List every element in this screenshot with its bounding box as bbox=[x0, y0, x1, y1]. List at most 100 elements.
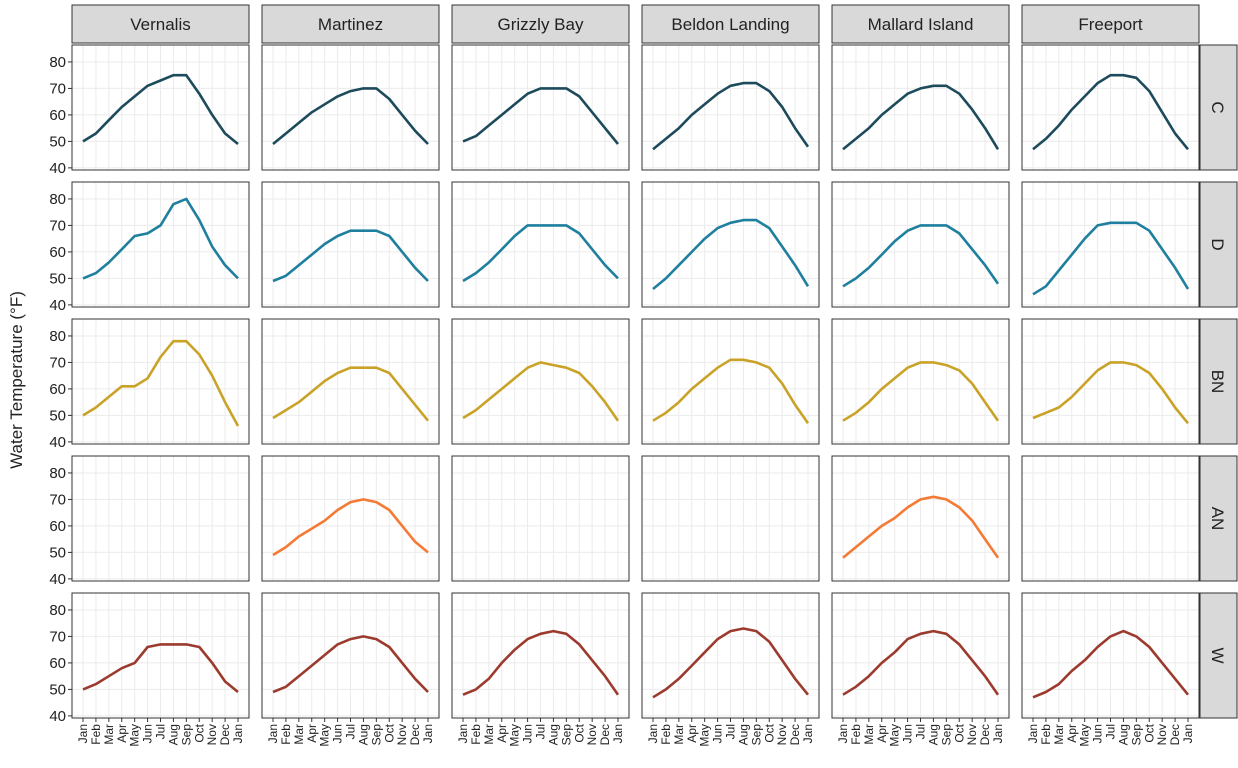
y-tick-label: 70 bbox=[49, 628, 66, 645]
x-tick-label: Feb bbox=[279, 724, 293, 745]
y-tick-label: 60 bbox=[49, 655, 66, 672]
column-strip bbox=[451, 4, 630, 44]
column-label: Freeport bbox=[1078, 15, 1143, 34]
x-tick-label: Sep bbox=[559, 724, 573, 746]
x-tick-label: Sep bbox=[939, 724, 953, 746]
x-tick-label: Aug bbox=[926, 724, 940, 745]
row-label: BN bbox=[1208, 370, 1227, 394]
x-tick-label: Dec bbox=[978, 724, 992, 745]
x-tick-label: Mar bbox=[292, 724, 306, 745]
y-tick-label: 70 bbox=[49, 80, 66, 97]
panel-border bbox=[451, 318, 630, 445]
x-tick-label: Jul bbox=[534, 724, 548, 739]
row-strip bbox=[1199, 318, 1238, 445]
panel-border bbox=[71, 455, 250, 582]
series-line bbox=[272, 87, 429, 146]
row-label: W bbox=[1208, 647, 1227, 663]
series-line bbox=[462, 629, 620, 696]
panel-border bbox=[641, 181, 820, 308]
x-tick-label: Jan bbox=[266, 724, 280, 743]
x-tick-label: Jan bbox=[611, 724, 625, 743]
panel-border bbox=[1021, 44, 1200, 171]
series-line bbox=[272, 229, 429, 283]
x-tick-label: Jan bbox=[801, 724, 815, 743]
x-tick-label: Oct bbox=[952, 723, 966, 742]
x-tick-label: Oct bbox=[1142, 723, 1156, 742]
x-tick-label: Jan bbox=[1026, 724, 1040, 743]
row-strip bbox=[1199, 592, 1238, 719]
row-strip bbox=[1199, 181, 1238, 308]
series-line bbox=[1032, 361, 1190, 425]
x-tick-label: Aug bbox=[736, 724, 750, 745]
series-line bbox=[842, 84, 1000, 151]
x-tick-label: Sep bbox=[179, 724, 193, 746]
series-line bbox=[1032, 73, 1190, 151]
panel-border bbox=[261, 181, 440, 308]
x-tick-label: Jan bbox=[991, 724, 1005, 743]
x-tick-label: Jul bbox=[914, 724, 928, 739]
x-tick-label: Aug bbox=[546, 724, 560, 745]
x-tick-label: Jun bbox=[711, 724, 725, 743]
x-tick-label: Jan bbox=[1181, 724, 1195, 743]
y-tick-label: 60 bbox=[49, 244, 66, 261]
panel-border bbox=[71, 181, 250, 308]
x-tick-label: May bbox=[128, 724, 142, 747]
x-tick-label: Jan bbox=[456, 724, 470, 743]
y-tick-label: 80 bbox=[49, 54, 66, 71]
series-line bbox=[462, 361, 620, 422]
column-strip bbox=[831, 4, 1010, 44]
y-tick-label: 80 bbox=[49, 328, 66, 345]
y-tick-label: 50 bbox=[49, 133, 66, 150]
x-tick-label: Jul bbox=[1104, 724, 1118, 739]
x-tick-label: Sep bbox=[1129, 724, 1143, 746]
row-strip bbox=[1199, 455, 1238, 582]
panel-border bbox=[451, 44, 630, 171]
x-tick-label: Mar bbox=[672, 724, 686, 745]
panel-border bbox=[261, 455, 440, 582]
x-tick-label: Nov bbox=[775, 724, 789, 745]
panel-border bbox=[1021, 181, 1200, 308]
series-line bbox=[1032, 221, 1190, 296]
series-line bbox=[462, 87, 620, 145]
series-line bbox=[272, 635, 429, 694]
x-tick-label: Sep bbox=[369, 724, 383, 746]
y-tick-label: 40 bbox=[49, 708, 66, 725]
x-tick-label: May bbox=[318, 724, 332, 747]
column-strip bbox=[261, 4, 440, 44]
row-label: AN bbox=[1208, 507, 1227, 531]
y-tick-label: 80 bbox=[49, 191, 66, 208]
panel-border bbox=[261, 44, 440, 171]
x-tick-label: Feb bbox=[89, 724, 103, 745]
x-tick-label: Aug bbox=[356, 724, 370, 745]
panel-border bbox=[641, 44, 820, 171]
x-tick-label: Oct bbox=[762, 723, 776, 742]
panel-border bbox=[71, 44, 250, 171]
series-line bbox=[272, 498, 429, 557]
series-line bbox=[842, 495, 1000, 559]
x-tick-label: Jun bbox=[331, 724, 345, 743]
y-tick-label: 60 bbox=[49, 381, 66, 398]
y-tick-label: 40 bbox=[49, 434, 66, 451]
y-tick-label: 50 bbox=[49, 407, 66, 424]
x-tick-label: Mar bbox=[1052, 724, 1066, 745]
column-label: Vernalis bbox=[130, 15, 190, 34]
column-label: Beldon Landing bbox=[671, 15, 789, 34]
x-tick-label: Jan bbox=[836, 724, 850, 743]
row-strip bbox=[1199, 44, 1238, 171]
y-tick-label: 60 bbox=[49, 107, 66, 124]
x-tick-label: May bbox=[1078, 724, 1092, 747]
x-tick-label: Feb bbox=[659, 724, 673, 745]
x-tick-label: Dec bbox=[1168, 724, 1182, 745]
x-tick-label: Aug bbox=[166, 724, 180, 745]
series-line bbox=[652, 81, 810, 151]
panel-border bbox=[71, 318, 250, 445]
x-tick-label: Aug bbox=[1116, 724, 1130, 745]
x-tick-label: Apr bbox=[1065, 724, 1079, 743]
x-tick-label: Dec bbox=[788, 724, 802, 745]
series-line bbox=[1032, 629, 1190, 699]
x-tick-label: Nov bbox=[395, 724, 409, 745]
y-tick-label: 50 bbox=[49, 681, 66, 698]
panel-border bbox=[641, 455, 820, 582]
x-tick-label: Jul bbox=[344, 724, 358, 739]
x-tick-label: Feb bbox=[469, 724, 483, 745]
